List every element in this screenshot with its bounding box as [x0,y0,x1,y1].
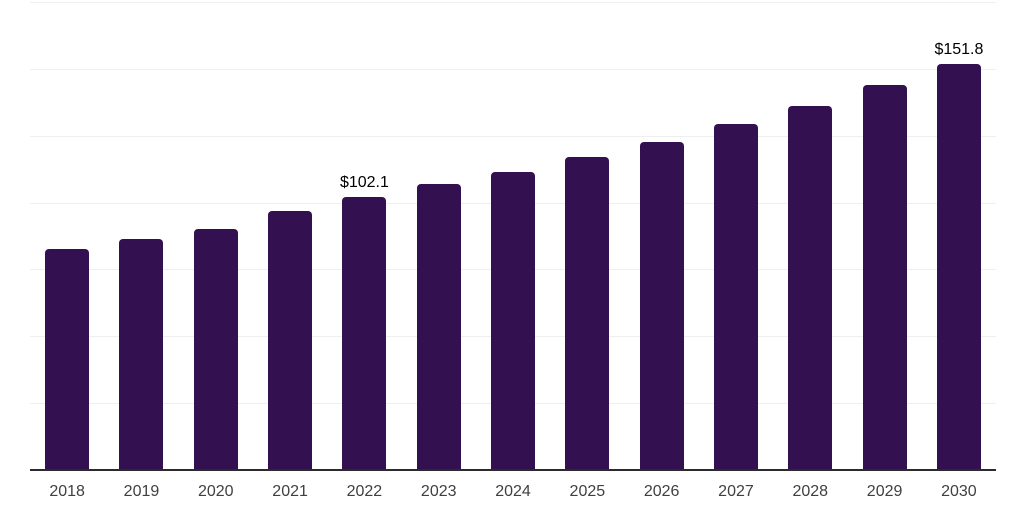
bar-2026 [639,141,684,470]
bar-2021 [268,211,313,470]
x-tick-label-2028: 2028 [792,483,829,500]
x-axis-line [30,469,996,471]
x-tick-label-2022: 2022 [346,483,383,500]
bar-column-2027 [699,2,773,470]
bar-value-label-2022: $102.1 [339,173,389,191]
x-tick-label-2018: 2018 [49,483,85,500]
bar-2025 [565,157,610,470]
bar-column-2022: $102.1 [327,2,401,470]
x-axis-labels: 2018 2019 2020 2021 2022 2023 2024 2025 2026 2027… [30,484,996,500]
bar-2020 [193,228,238,470]
bar-column-2029 [847,2,921,470]
x-tick-label-2021: 2021 [272,483,308,500]
bar-value-label-2030: $151.8 [934,41,984,59]
x-tick-label-2020: 2020 [197,483,234,500]
bar-column-2026 [625,2,699,470]
bar-column-2019 [104,2,178,470]
gridline-175 [30,2,996,3]
bar-2029 [862,85,907,470]
x-tick-label-2030: 2030 [941,483,977,500]
bar-column-2020 [179,2,253,470]
bar-2023 [416,184,461,470]
x-tick-label-2025: 2025 [569,483,606,500]
bar-2019 [119,239,164,470]
bars-row: $102.1 $151.8 [30,2,996,470]
bar-column-2028 [773,2,847,470]
bar-column-2021 [253,2,327,470]
bar-2024 [491,172,536,470]
bar-2027 [713,123,758,470]
bar-2018 [45,249,90,470]
x-tick-label-2024: 2024 [495,483,531,500]
bar-column-2024 [476,2,550,470]
bar-column-2018 [30,2,104,470]
gridline-125 [30,135,996,137]
x-tick-label-2019: 2019 [123,483,160,500]
bar-2022 [342,196,387,470]
x-tick-label-2029: 2029 [866,483,903,500]
x-tick-label-2027: 2027 [718,483,754,500]
x-tick-label-2023: 2023 [420,483,457,500]
bar-2030 [936,64,981,470]
bar-column-2025 [550,2,624,470]
bar-column-2023 [402,2,476,470]
bar-column-2030: $151.8 [922,2,996,470]
gridline-150 [30,68,996,70]
bar-2028 [788,105,833,470]
x-tick-label-2026: 2026 [643,483,680,500]
